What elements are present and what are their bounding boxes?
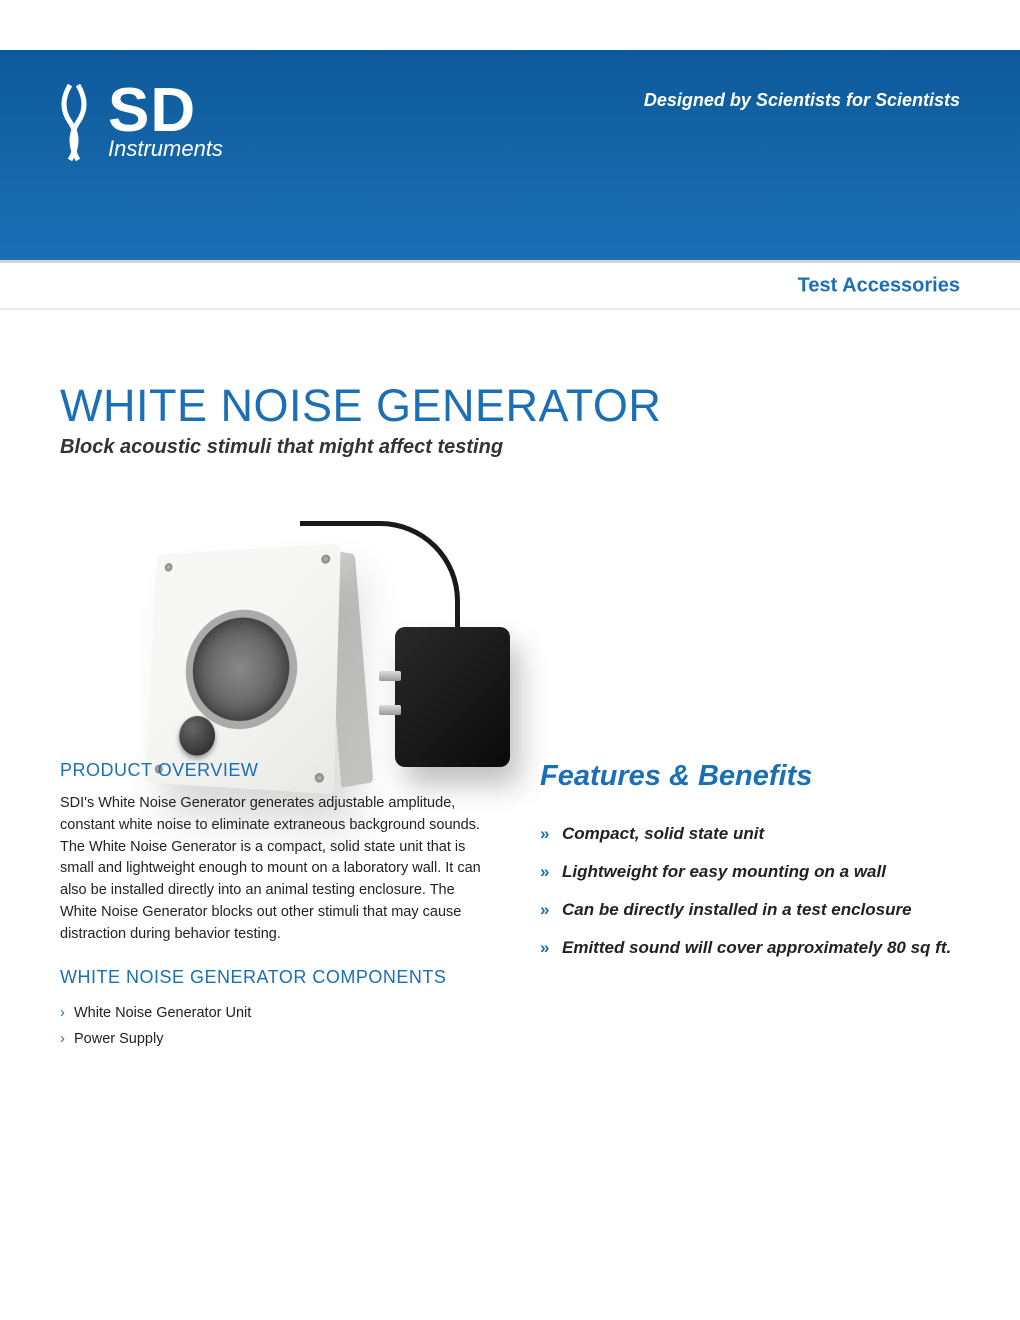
screw-icon [321, 554, 330, 564]
features-heading: Features & Benefits [540, 760, 960, 793]
plug-prong-icon [379, 671, 401, 681]
list-item: Lightweight for easy mounting on a wall [540, 853, 960, 891]
overview-body: SDI's White Noise Generator generates ad… [60, 793, 490, 945]
speaker-grille-icon [183, 608, 299, 731]
components-heading: WHITE NOISE GENERATOR COMPONENTS [60, 967, 490, 988]
left-column: PRODUCT OVERVIEW SDI's White Noise Gener… [60, 760, 490, 1052]
plug-prong-icon [379, 705, 401, 715]
components-list: White Noise Generator Unit Power Supply [60, 1000, 490, 1052]
features-list: Compact, solid state unit Lightweight fo… [540, 815, 960, 967]
speaker-body [146, 544, 341, 794]
right-column: Features & Benefits Compact, solid state… [540, 760, 960, 1052]
list-item: Compact, solid state unit [540, 815, 960, 853]
logo-mark-icon [50, 80, 98, 165]
category-label: Test Accessories [798, 274, 960, 297]
list-item: Emitted sound will cover approximately 8… [540, 929, 960, 967]
header-band: SD Instruments Designed by Scientists fo… [0, 50, 1020, 260]
overview-heading: PRODUCT OVERVIEW [60, 760, 490, 781]
screw-icon [165, 563, 173, 572]
volume-knob-icon [178, 716, 216, 757]
product-subtitle: Block acoustic stimuli that might affect… [60, 436, 960, 459]
lower-columns: PRODUCT OVERVIEW SDI's White Noise Gener… [60, 760, 960, 1052]
list-item: White Noise Generator Unit [60, 1000, 490, 1026]
list-item: Can be directly installed in a test encl… [540, 891, 960, 929]
logo-subname: Instruments [108, 136, 223, 162]
category-bar: Test Accessories [0, 260, 1020, 310]
list-item: Power Supply [60, 1026, 490, 1052]
tagline: Designed by Scientists for Scientists [644, 90, 960, 111]
power-adapter-icon [395, 627, 510, 767]
content-area: WHITE NOISE GENERATOR Block acoustic sti… [60, 380, 960, 837]
logo-name: SD [108, 83, 223, 139]
product-title: WHITE NOISE GENERATOR [60, 380, 960, 432]
